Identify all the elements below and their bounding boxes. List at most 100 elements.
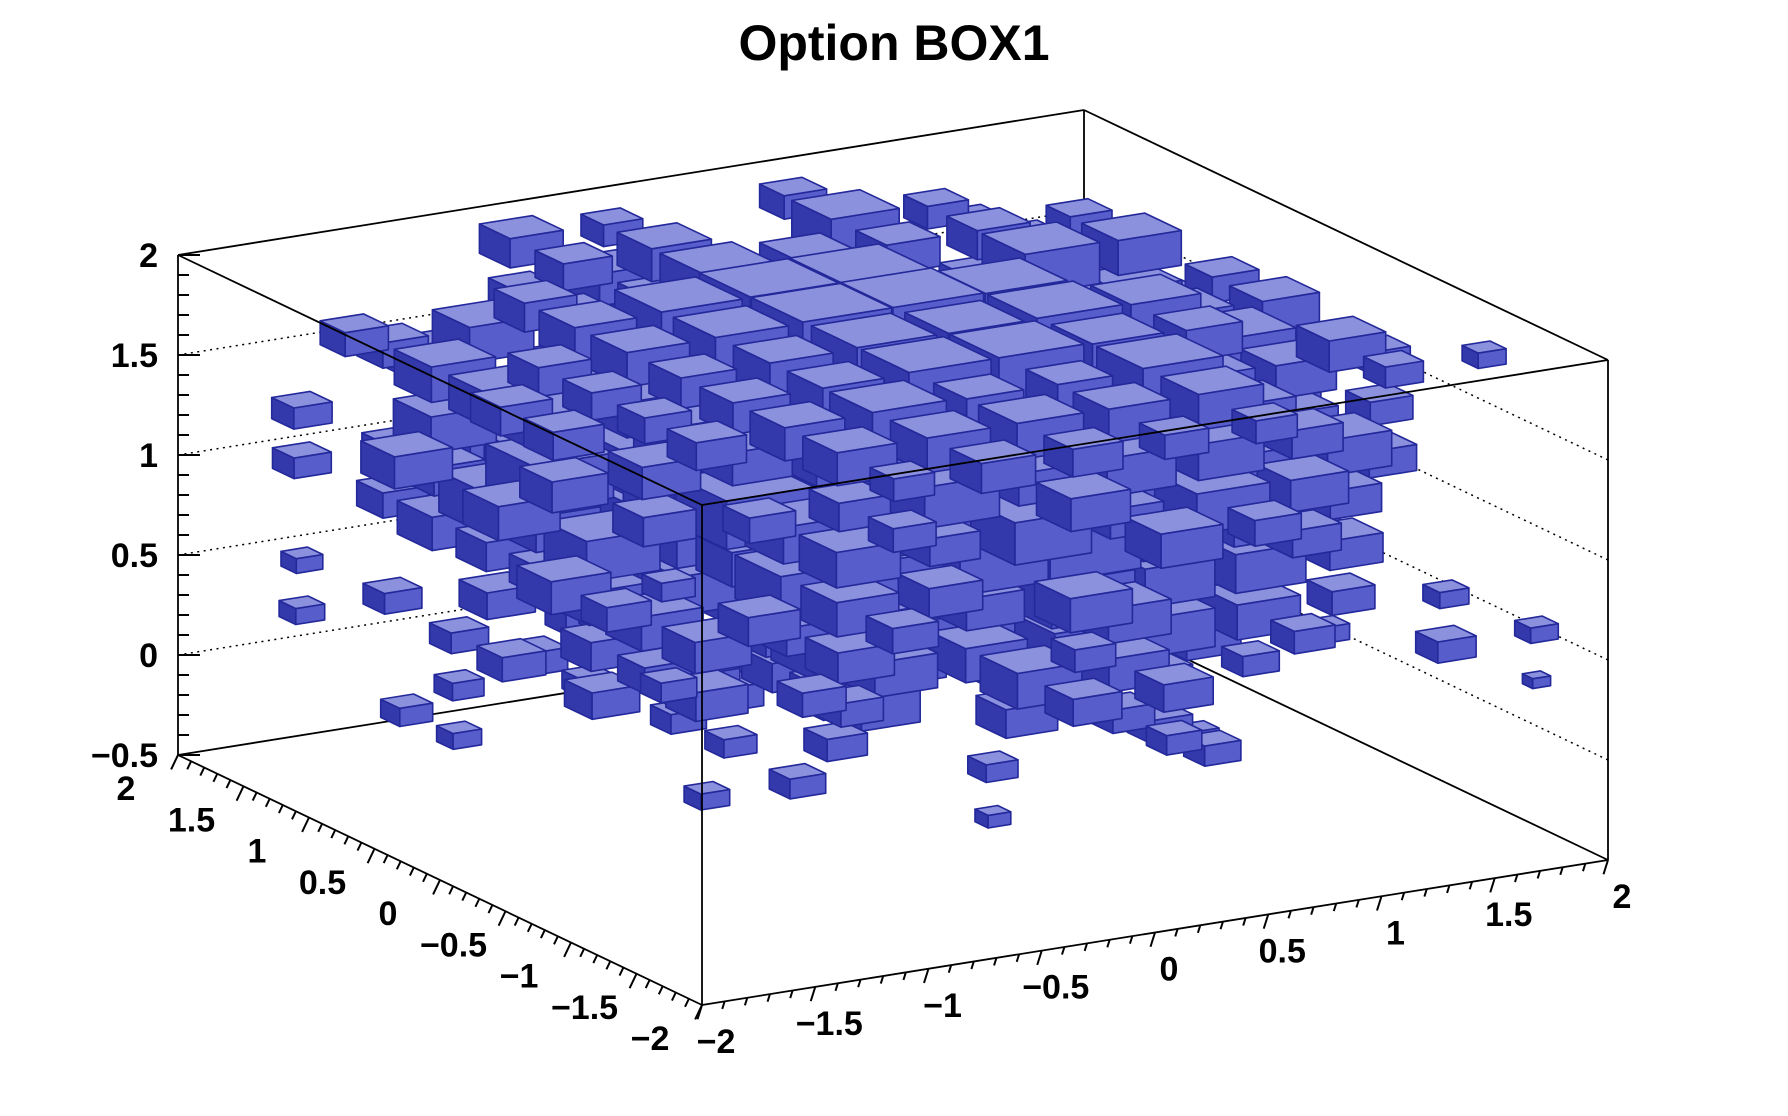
x-axis-tick (1376, 895, 1383, 911)
y-axis-tick-label: 1 (248, 833, 267, 871)
x-axis-tick (1446, 885, 1451, 894)
x-axis-tick (1149, 932, 1156, 948)
z-axis-tick-label: 1.5 (111, 337, 158, 375)
y-axis-tick (671, 992, 677, 1002)
y-axis-tick-label: 2 (117, 770, 136, 808)
x-axis-tick-label: −2 (697, 1023, 736, 1061)
z-axis-tick-label: 1 (139, 437, 158, 475)
x-axis-tick (809, 986, 817, 1002)
x-axis-tick (696, 1004, 703, 1020)
histogram-box (768, 762, 827, 800)
histogram-box (803, 721, 869, 763)
histogram-box (476, 637, 547, 683)
x-axis-tick (857, 979, 862, 988)
x-axis-tick (1287, 910, 1292, 919)
y-axis-tick (278, 804, 284, 814)
histogram-box (580, 587, 653, 634)
histogram-box (1043, 426, 1124, 478)
histogram-box (1035, 472, 1132, 533)
x-axis-tick (1602, 859, 1609, 875)
y-axis-tick (317, 823, 324, 833)
histogram-box (1414, 624, 1477, 665)
y-axis-tick (212, 773, 219, 783)
x-axis-tick (879, 975, 885, 984)
y-axis-tick (579, 948, 586, 958)
histogram-box (717, 594, 802, 648)
histogram-box (360, 430, 454, 490)
y-axis-tick-label: −1 (500, 958, 539, 996)
y-axis-tick (618, 967, 625, 977)
histogram-box (722, 497, 797, 545)
x-axis-tick (1106, 939, 1111, 948)
x-axis-tick (1262, 914, 1270, 929)
histogram-box (271, 441, 333, 480)
x-axis-tick (1332, 903, 1338, 912)
y-axis-tick (540, 929, 546, 939)
z-axis-tick-label: −0.5 (91, 737, 158, 775)
histogram-box (639, 666, 698, 704)
x-axis-tick (1083, 943, 1089, 952)
histogram-box (776, 673, 847, 719)
y-axis-tick (186, 760, 193, 770)
histogram-box (641, 567, 697, 603)
x-axis-tick (1174, 928, 1179, 937)
x-axis-tick (1468, 881, 1474, 890)
y-axis-tick (605, 960, 612, 970)
x-axis-tick (902, 972, 907, 981)
x-axis-tick (1036, 950, 1043, 966)
x-axis-tick (1061, 946, 1066, 955)
x-axis-tick-label: −1.5 (796, 1005, 863, 1043)
y-axis-tick (422, 873, 428, 883)
histogram-box (897, 564, 984, 620)
y-axis-tick (395, 860, 402, 870)
histogram-box (1231, 401, 1299, 445)
histogram-box (974, 804, 1012, 829)
y-axis-tick (487, 904, 494, 914)
y-axis-tick (356, 842, 363, 852)
z-axis-tick-label: 0 (139, 637, 158, 675)
y-axis-tick (264, 798, 271, 808)
histogram-box (1050, 631, 1117, 674)
histogram-box (280, 546, 324, 575)
y-axis-tick (291, 810, 297, 820)
chart-title: Option BOX1 (738, 15, 1050, 71)
y-axis-tick (628, 973, 638, 989)
histogram-box (1227, 499, 1303, 548)
histogram-box (433, 668, 485, 702)
y-axis-tick (657, 985, 664, 995)
z-axis-tick-label: 2 (139, 237, 158, 275)
y-axis-tick (432, 879, 441, 895)
x-axis-tick (993, 957, 998, 966)
y-axis-tick-label: 0.5 (299, 864, 346, 902)
histogram-box (804, 627, 896, 685)
histogram-box (1138, 415, 1210, 461)
x-axis-tick (1128, 935, 1134, 945)
x-axis-tick (789, 990, 794, 999)
y-axis-tick (409, 867, 415, 877)
y-axis-tick (366, 848, 376, 864)
y-axis-tick (225, 779, 232, 789)
x-axis-tick (1423, 888, 1428, 897)
histogram-box (949, 439, 1037, 495)
x-axis-tick-label: −1 (923, 987, 962, 1025)
histogram-box (661, 616, 753, 675)
histogram-box (1422, 579, 1470, 610)
histogram-box (580, 207, 644, 248)
histogram-box (1513, 615, 1560, 645)
frame-front-edges (177, 254, 1609, 1005)
y-axis-tick (497, 910, 507, 927)
x-axis-tick (1559, 866, 1564, 876)
x-axis-tick (923, 968, 930, 984)
histogram-box (1521, 670, 1552, 690)
histogram-box (1033, 570, 1134, 634)
x-axis-tick (1489, 877, 1496, 893)
histogram-box (869, 460, 936, 503)
x-axis-tick (743, 997, 749, 1006)
x-axis-tick (947, 964, 953, 974)
histogram-box (612, 493, 697, 548)
histogram-box (278, 595, 326, 626)
x-axis-tick (1219, 921, 1224, 930)
x-axis-tick (1015, 953, 1021, 963)
y-axis-tick (474, 898, 481, 908)
x-axis-tick (1581, 863, 1587, 872)
